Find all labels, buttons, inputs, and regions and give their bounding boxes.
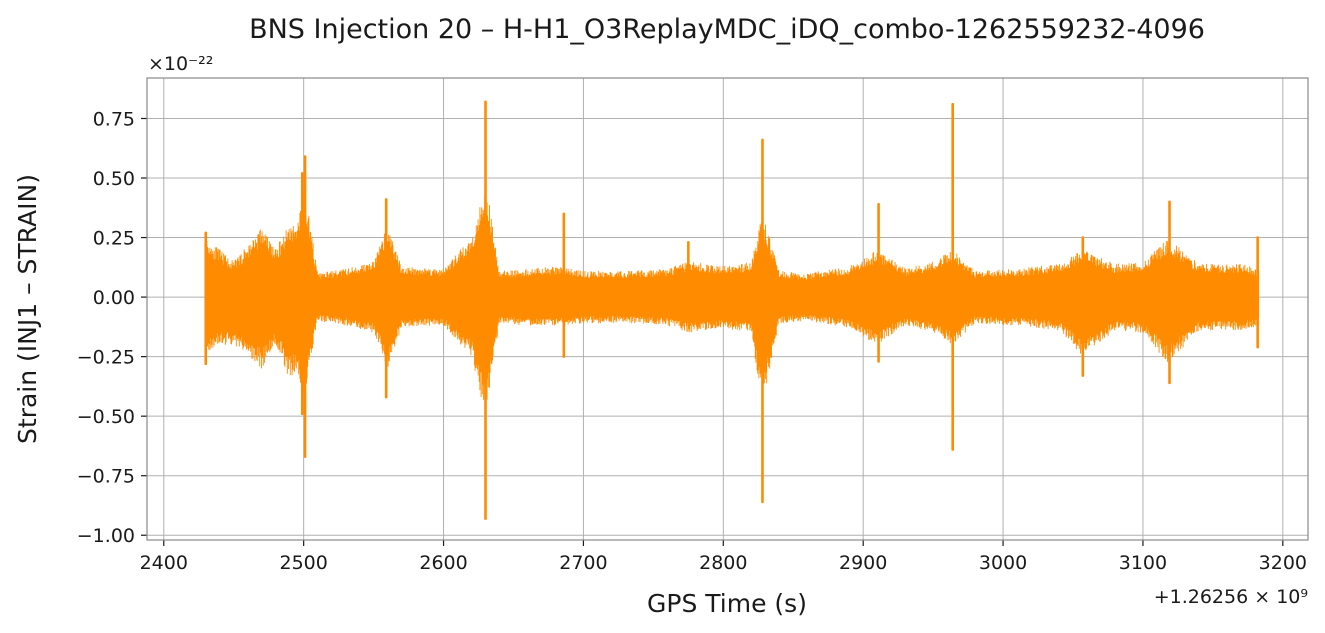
y-tick-label: −0.25 bbox=[77, 347, 135, 369]
x-offset-label: +1.26256 × 10⁹ bbox=[1154, 586, 1308, 608]
strain-noise-band bbox=[205, 190, 1260, 413]
y-tick-label: −0.50 bbox=[77, 406, 135, 428]
y-axis-label: Strain (INJ1 – STRAIN) bbox=[13, 174, 42, 444]
x-tick-label: 2500 bbox=[279, 552, 327, 574]
x-tick-label: 2800 bbox=[699, 552, 747, 574]
y-tick-label: 0.25 bbox=[93, 228, 135, 250]
x-tick-label: 2900 bbox=[839, 552, 887, 574]
plot-frame bbox=[146, 77, 1309, 541]
y-tick-label: 0.50 bbox=[93, 168, 135, 190]
axis-ticks: 2400 2500 2600 2700 2800 2900 3000 3100 3200 0.75… bbox=[77, 108, 1307, 574]
chart-title: BNS Injection 20 – H-H1_O3ReplayMDC_iDQ_… bbox=[249, 14, 1205, 45]
x-tick-label: 2700 bbox=[559, 552, 607, 574]
x-tick-label: 2600 bbox=[419, 552, 467, 574]
x-axis-label: GPS Time (s) bbox=[647, 589, 807, 618]
plot-area bbox=[204, 100, 1260, 520]
y-scale-label: ×10⁻²² bbox=[148, 53, 213, 75]
y-tick-label: −0.75 bbox=[77, 466, 135, 488]
x-tick-label: 3000 bbox=[979, 552, 1027, 574]
x-tick-label: 3200 bbox=[1259, 552, 1307, 574]
y-tick-label: −1.00 bbox=[77, 525, 135, 547]
y-tick-label: 0.75 bbox=[93, 108, 135, 130]
x-tick-label: 2400 bbox=[140, 552, 188, 574]
x-tick-label: 3100 bbox=[1119, 552, 1167, 574]
y-tick-label: 0.00 bbox=[93, 287, 135, 309]
